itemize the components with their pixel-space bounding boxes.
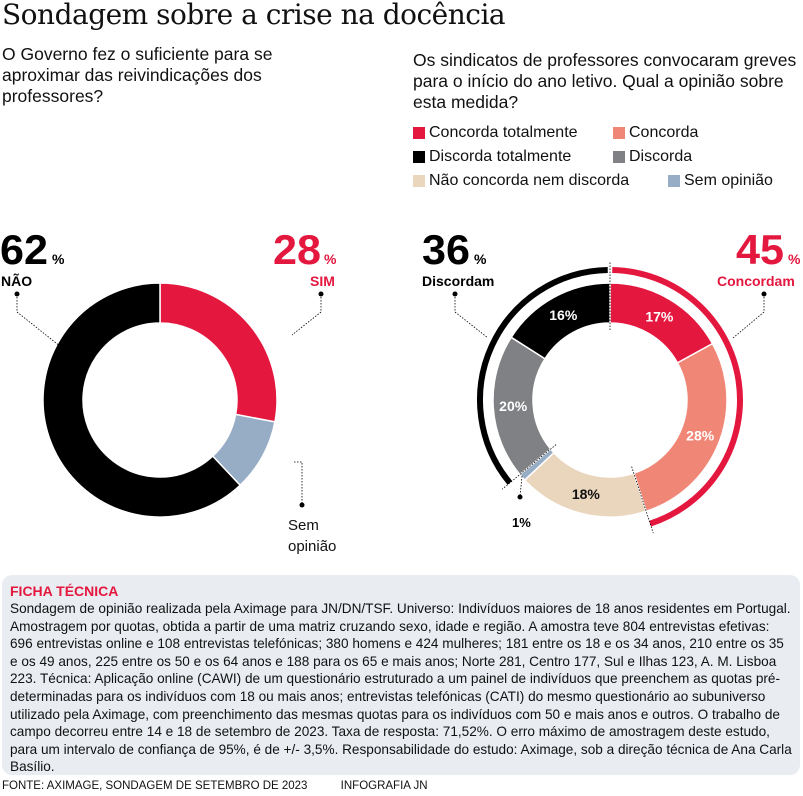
legend-item: Sem opinião bbox=[668, 172, 773, 190]
question-2: Os sindicatos de professores convocaram … bbox=[413, 50, 797, 112]
sim-unit: % bbox=[324, 251, 337, 267]
nao-label: NÃO bbox=[1, 272, 32, 289]
legend-item: Não concorda nem discorda bbox=[413, 172, 629, 190]
donut-slice-sim bbox=[159, 282, 278, 423]
question-1: O Governo fez o suficiente para se aprox… bbox=[2, 44, 273, 106]
legend-swatch bbox=[668, 175, 680, 187]
concordam-value: 45 bbox=[736, 226, 784, 273]
discordam-value: 36 bbox=[422, 226, 470, 273]
legend-label: Concorda bbox=[629, 124, 699, 141]
sem-opiniao-label-1: Sem bbox=[288, 517, 319, 534]
footer: FONTE: AXIMAGE, SONDAGEM DE SETEMBRO DE … bbox=[2, 780, 458, 792]
leader-line bbox=[291, 294, 322, 336]
ficha-body: Sondagem de opinião realizada pela Axima… bbox=[10, 601, 792, 775]
nao-unit: % bbox=[52, 251, 65, 267]
donut-chart-governo bbox=[42, 282, 278, 518]
slice-label-discorda: 20% bbox=[499, 398, 528, 414]
legend-swatch bbox=[413, 127, 425, 139]
divider-line-discordam bbox=[501, 444, 557, 490]
leader-line bbox=[732, 294, 765, 339]
legend-item: Discorda bbox=[613, 148, 692, 166]
slice-label-1pct: 1% bbox=[512, 515, 531, 530]
leader-line bbox=[294, 461, 303, 505]
divider-line-concordam bbox=[631, 466, 654, 534]
concordam-label: Concordam bbox=[717, 273, 795, 289]
footer-source: FONTE: AXIMAGE, SONDAGEM DE SETEMBRO DE … bbox=[2, 780, 308, 792]
discordam-unit: % bbox=[474, 251, 487, 267]
slice-label-discorda-totalmente: 16% bbox=[549, 307, 578, 323]
donut-chart-greves bbox=[477, 262, 743, 534]
outer-arc-discordam bbox=[477, 267, 608, 485]
page-title: Sondagem sobre a crise na docência bbox=[2, 0, 506, 31]
legend-swatch bbox=[613, 127, 625, 139]
legend-swatch bbox=[613, 151, 625, 163]
leader-dot bbox=[299, 502, 305, 508]
legend-swatch bbox=[413, 175, 425, 187]
legend-label: Discorda totalmente bbox=[429, 148, 572, 165]
charts-svg: 62 % NÃO 28 % SIM 10% Sem opinião 17% 28%… bbox=[0, 226, 801, 555]
sem-opiniao-label-2: opinião bbox=[288, 538, 336, 555]
leader-line bbox=[454, 294, 489, 339]
discordam-label: Discordam bbox=[422, 273, 494, 289]
legend-item: Discorda totalmente bbox=[413, 148, 571, 166]
footer-credit: INFOGRAFIA JN bbox=[340, 780, 428, 792]
slice-label-nao-concorda-nem-discorda: 18% bbox=[572, 486, 601, 502]
concordam-unit: % bbox=[788, 251, 801, 267]
ficha-tecnica: FICHA TÉCNICA Sondagem de opinião realiz… bbox=[2, 575, 800, 775]
legend-item: Concorda totalmente bbox=[413, 124, 578, 142]
leader-line bbox=[16, 294, 81, 363]
donut-slice-discorda-totalmente bbox=[510, 282, 611, 360]
legend-label: Sem opinião bbox=[684, 172, 773, 189]
legend-label: Discorda bbox=[629, 148, 693, 165]
slice-label-concorda: 28% bbox=[686, 428, 715, 444]
sim-label: SIM bbox=[310, 273, 335, 289]
legend-item: Concorda bbox=[613, 124, 698, 142]
outer-arc-concordam bbox=[612, 267, 743, 527]
donut-slice-nao bbox=[42, 282, 242, 518]
sim-value: 28 bbox=[273, 226, 321, 273]
legend-label: Concorda totalmente bbox=[429, 124, 578, 141]
leader-line bbox=[519, 475, 523, 498]
legend-label: Não concorda nem discorda bbox=[429, 172, 630, 189]
legend-swatch bbox=[413, 151, 425, 163]
slice-label-sem-opiniao: 10% bbox=[276, 440, 302, 455]
ficha-title: FICHA TÉCNICA bbox=[10, 583, 119, 599]
donut-slice-labels: 17% 28% 18% 20% 16% bbox=[499, 307, 715, 502]
nao-value: 62 bbox=[0, 226, 48, 273]
slice-label-concorda-totalmente: 17% bbox=[645, 309, 674, 325]
